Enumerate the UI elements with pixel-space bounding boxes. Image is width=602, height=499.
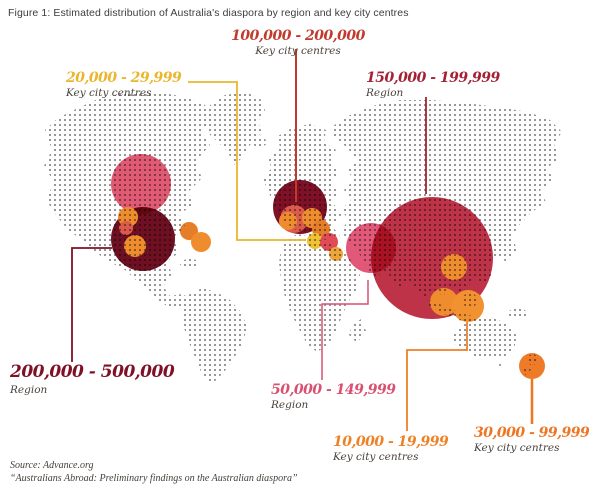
legend-value: 50,000 - 149,999 bbox=[271, 382, 396, 398]
legend-label-150000-199999: 150,000 - 199,999 Region bbox=[366, 70, 500, 100]
legend-scope: Key city centres bbox=[474, 442, 560, 455]
legend-value: 20,000 - 29,999 bbox=[66, 70, 182, 86]
legend-value: 100,000 - 200,000 bbox=[231, 28, 365, 44]
figure-title: Figure 1: Estimated distribution of Aust… bbox=[8, 7, 409, 19]
legend-scope: Region bbox=[10, 383, 48, 396]
legend-label-50000-149999: 50,000 - 149,999 Region bbox=[271, 382, 396, 412]
legend-value: 200,000 - 500,000 bbox=[10, 362, 175, 382]
legend-scope: Key city centres bbox=[333, 451, 419, 464]
legend-label-30000-99999: 30,000 - 99,999 Key city centres bbox=[474, 425, 590, 455]
legend-value: 10,000 - 19,999 bbox=[333, 434, 449, 450]
source-note: Source: Advance.org “Australians Abroad:… bbox=[10, 459, 298, 485]
source-publication: “Australians Abroad: Preliminary finding… bbox=[10, 473, 298, 485]
legend-label-200000-500000: 200,000 - 500,000 Region bbox=[10, 362, 175, 396]
legend-scope: Key city centres bbox=[66, 87, 152, 100]
legend-label-20000-29999: 20,000 - 29,999 Key city centres bbox=[66, 70, 182, 100]
source-org: Source: Advance.org bbox=[10, 460, 94, 471]
legend-scope: Region bbox=[366, 87, 404, 100]
legend-label-100000-200000: 100,000 - 200,000 Key city centres bbox=[213, 28, 383, 58]
legend-scope: Key city centres bbox=[255, 45, 341, 58]
legend-value: 30,000 - 99,999 bbox=[474, 425, 590, 441]
legend-value: 150,000 - 199,999 bbox=[366, 70, 500, 86]
legend-label-10000-19999: 10,000 - 19,999 Key city centres bbox=[333, 434, 449, 464]
legend-scope: Region bbox=[271, 399, 309, 412]
